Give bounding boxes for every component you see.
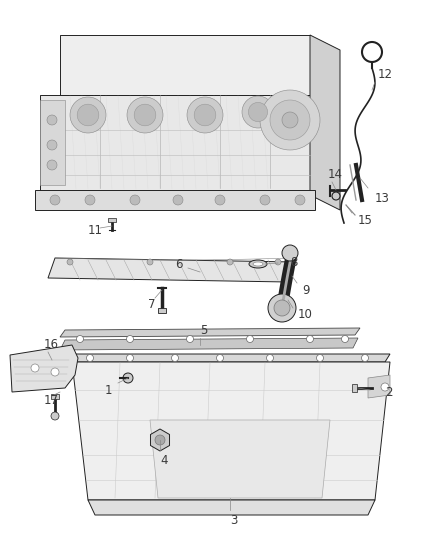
Circle shape xyxy=(173,195,183,205)
Circle shape xyxy=(247,335,254,343)
Circle shape xyxy=(332,192,340,200)
Polygon shape xyxy=(60,35,310,95)
Circle shape xyxy=(67,259,73,265)
Circle shape xyxy=(317,354,324,361)
Text: 5: 5 xyxy=(200,324,207,336)
Circle shape xyxy=(172,354,179,361)
Polygon shape xyxy=(40,100,65,185)
Circle shape xyxy=(282,245,298,261)
Circle shape xyxy=(70,97,106,133)
Text: 8: 8 xyxy=(290,255,297,269)
Circle shape xyxy=(381,383,389,391)
Bar xyxy=(108,218,116,222)
Circle shape xyxy=(127,354,134,361)
Circle shape xyxy=(227,259,233,265)
Text: 1: 1 xyxy=(105,384,113,397)
Circle shape xyxy=(260,195,270,205)
Circle shape xyxy=(187,335,194,343)
Text: 2: 2 xyxy=(385,386,392,400)
Circle shape xyxy=(147,259,153,265)
Circle shape xyxy=(51,412,59,420)
Circle shape xyxy=(31,364,39,372)
Polygon shape xyxy=(310,35,340,210)
Circle shape xyxy=(342,335,349,343)
Circle shape xyxy=(77,335,84,343)
Circle shape xyxy=(215,195,225,205)
Circle shape xyxy=(47,160,57,170)
Text: 15: 15 xyxy=(358,214,373,227)
Polygon shape xyxy=(10,345,78,392)
Polygon shape xyxy=(72,362,390,500)
Circle shape xyxy=(47,140,57,150)
Ellipse shape xyxy=(249,260,267,268)
Text: 17: 17 xyxy=(44,393,59,407)
Text: 7: 7 xyxy=(148,298,155,311)
Ellipse shape xyxy=(253,262,263,266)
Circle shape xyxy=(187,97,223,133)
Polygon shape xyxy=(88,500,375,515)
Circle shape xyxy=(86,354,93,361)
Circle shape xyxy=(51,368,59,376)
Text: 16: 16 xyxy=(44,338,59,351)
Circle shape xyxy=(134,104,156,126)
Text: 14: 14 xyxy=(328,168,343,182)
Circle shape xyxy=(266,354,273,361)
Circle shape xyxy=(274,300,290,316)
Bar xyxy=(51,394,59,399)
Bar xyxy=(158,308,166,313)
Circle shape xyxy=(361,354,368,361)
Circle shape xyxy=(270,100,310,140)
Circle shape xyxy=(130,195,140,205)
Circle shape xyxy=(77,104,99,126)
Circle shape xyxy=(275,259,281,265)
Polygon shape xyxy=(60,338,358,350)
Text: 6: 6 xyxy=(175,259,183,271)
Circle shape xyxy=(127,97,163,133)
Text: 4: 4 xyxy=(160,454,167,466)
Bar xyxy=(352,384,357,392)
Circle shape xyxy=(268,294,296,322)
Text: 3: 3 xyxy=(230,513,237,527)
Polygon shape xyxy=(150,420,330,498)
Polygon shape xyxy=(40,95,310,195)
Text: 9: 9 xyxy=(302,284,310,296)
Circle shape xyxy=(127,335,134,343)
Circle shape xyxy=(295,195,305,205)
Text: 10: 10 xyxy=(298,309,313,321)
Circle shape xyxy=(155,435,165,445)
Circle shape xyxy=(47,115,57,125)
Circle shape xyxy=(123,373,133,383)
Polygon shape xyxy=(35,190,315,210)
Polygon shape xyxy=(368,375,390,398)
Circle shape xyxy=(242,96,274,128)
Circle shape xyxy=(216,354,223,361)
Circle shape xyxy=(307,335,314,343)
Circle shape xyxy=(194,104,216,126)
Polygon shape xyxy=(60,328,360,337)
Text: 11: 11 xyxy=(88,223,103,237)
Circle shape xyxy=(50,195,60,205)
Circle shape xyxy=(248,102,268,122)
Circle shape xyxy=(282,112,298,128)
Circle shape xyxy=(260,90,320,150)
Text: 13: 13 xyxy=(375,191,390,205)
Text: 12: 12 xyxy=(378,69,393,82)
Circle shape xyxy=(85,195,95,205)
Polygon shape xyxy=(67,354,390,362)
Polygon shape xyxy=(48,258,295,282)
